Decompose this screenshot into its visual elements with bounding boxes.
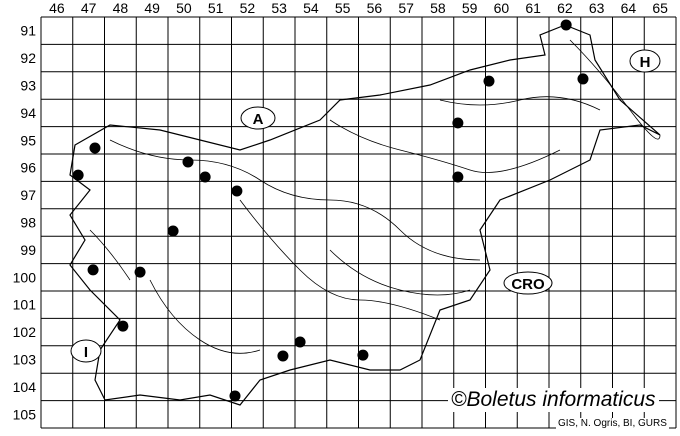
column-label: 53 bbox=[271, 0, 287, 16]
column-label: 60 bbox=[494, 0, 510, 16]
record-dot bbox=[72, 169, 84, 181]
source-text: GIS, N. Ogris, BI, GURS bbox=[556, 418, 669, 429]
column-label: 49 bbox=[144, 0, 160, 16]
label-hungary: H bbox=[629, 49, 661, 73]
record-dot bbox=[483, 75, 495, 87]
row-label: 104 bbox=[13, 379, 37, 395]
record-dot bbox=[357, 349, 369, 361]
row-label: 98 bbox=[20, 215, 36, 231]
column-label: 59 bbox=[462, 0, 478, 16]
label-austria: A bbox=[240, 106, 276, 130]
rivers bbox=[89, 39, 661, 354]
record-dot bbox=[117, 320, 129, 332]
column-label: 62 bbox=[557, 0, 573, 16]
grid: 46 47 48 49 50 51 52 53 54 55 56 57 58 59 60 61 62 63 64 65… bbox=[13, 0, 677, 429]
row-label: 100 bbox=[13, 269, 37, 285]
column-label: 57 bbox=[398, 0, 414, 16]
column-label: 55 bbox=[335, 0, 351, 16]
record-dot bbox=[294, 336, 306, 348]
row-label: 97 bbox=[20, 187, 36, 203]
record-dot bbox=[199, 171, 211, 183]
column-label: 65 bbox=[652, 0, 668, 16]
country-outline bbox=[69, 24, 661, 406]
row-label: 103 bbox=[13, 352, 37, 368]
row-label: 96 bbox=[20, 160, 36, 176]
label-hungary-text: H bbox=[640, 54, 651, 71]
label-italy-text: I bbox=[84, 344, 88, 361]
record-dot bbox=[277, 350, 289, 362]
label-croatia: CRO bbox=[503, 271, 553, 295]
record-dot bbox=[89, 142, 101, 154]
row-label: 94 bbox=[20, 105, 36, 121]
column-label: 54 bbox=[303, 0, 319, 16]
record-dot bbox=[452, 117, 464, 129]
record-dot bbox=[229, 390, 241, 402]
record-dot bbox=[452, 171, 464, 183]
column-label: 61 bbox=[525, 0, 541, 16]
column-label: 46 bbox=[49, 0, 65, 16]
record-dot bbox=[182, 156, 194, 168]
row-label: 105 bbox=[13, 406, 37, 422]
column-label: 56 bbox=[367, 0, 383, 16]
credit-text: ©Boletus informaticus bbox=[448, 388, 659, 412]
row-label: 91 bbox=[20, 23, 36, 39]
record-dot bbox=[87, 264, 99, 276]
column-label: 50 bbox=[176, 0, 192, 16]
record-dot bbox=[577, 73, 589, 85]
record-dot bbox=[134, 266, 146, 278]
column-label: 51 bbox=[208, 0, 224, 16]
label-croatia-text: CRO bbox=[511, 276, 545, 293]
record-dot bbox=[231, 185, 243, 197]
label-austria-text: A bbox=[253, 111, 264, 128]
record-dot bbox=[167, 225, 179, 237]
column-label: 63 bbox=[589, 0, 605, 16]
column-label: 47 bbox=[81, 0, 97, 16]
column-label: 58 bbox=[430, 0, 446, 16]
record-dot bbox=[560, 19, 572, 31]
row-label: 92 bbox=[20, 50, 36, 66]
column-label: 64 bbox=[621, 0, 637, 16]
row-label: 101 bbox=[13, 297, 37, 313]
row-label: 102 bbox=[13, 324, 37, 340]
column-label: 48 bbox=[113, 0, 129, 16]
column-label: 52 bbox=[240, 0, 256, 16]
row-label: 93 bbox=[20, 78, 36, 94]
label-italy: I bbox=[70, 339, 102, 363]
row-label: 95 bbox=[20, 132, 36, 148]
records-layer bbox=[72, 19, 589, 402]
row-label: 99 bbox=[20, 242, 36, 258]
